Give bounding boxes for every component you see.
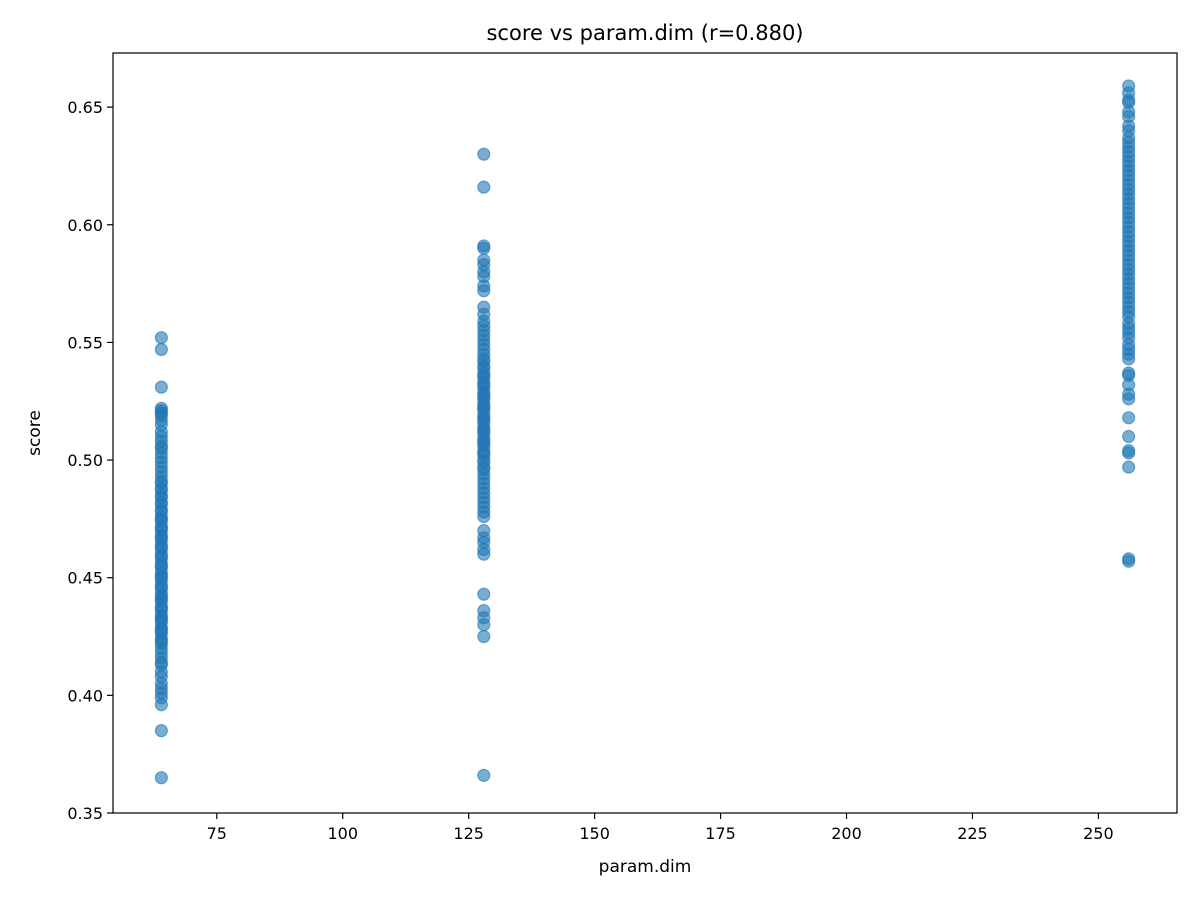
data-point (1122, 554, 1136, 568)
data-point (477, 509, 491, 524)
data-point (477, 284, 491, 298)
x-axis-label: param.dim (599, 857, 692, 877)
data-point (1122, 460, 1136, 474)
x-tick-label: 200 (831, 824, 862, 843)
data-point (154, 724, 168, 738)
x-tick-label: 125 (453, 824, 484, 843)
data-point (477, 547, 491, 561)
data-point (1122, 446, 1136, 460)
data-point (154, 342, 168, 357)
x-axis: 75 100 125 150 175 200 225 250 (207, 813, 1114, 843)
data-point (1122, 429, 1136, 444)
y-tick-label: 0.50 (67, 451, 103, 470)
data-point (477, 587, 491, 601)
chart-title: score vs param.dim (r=0.880) (486, 21, 803, 45)
x-tick-label: 175 (705, 824, 736, 843)
x-tick-label: 75 (207, 824, 227, 843)
x-tick-label: 250 (1083, 824, 1114, 843)
y-tick-label: 0.35 (67, 804, 103, 823)
x-tick-label: 100 (327, 824, 358, 843)
x-tick-label: 225 (957, 824, 988, 843)
y-axis: 0.35 0.40 0.45 0.50 0.55 0.60 0.65 (67, 98, 113, 823)
data-points (154, 79, 1136, 785)
y-tick-label: 0.55 (67, 333, 103, 352)
plot-frame (112, 52, 1178, 814)
data-point (154, 698, 168, 712)
y-tick-label: 0.40 (67, 686, 103, 705)
data-point (477, 618, 491, 632)
data-point (477, 768, 491, 782)
y-tick-label: 0.60 (67, 216, 103, 235)
data-point (1122, 392, 1136, 406)
data-point (477, 147, 491, 161)
data-point (477, 180, 491, 194)
data-point (477, 241, 491, 255)
y-tick-label: 0.65 (67, 98, 103, 117)
data-point (1122, 411, 1136, 425)
y-tick-label: 0.45 (67, 569, 103, 588)
data-point (154, 771, 168, 785)
x-tick-label: 150 (579, 824, 610, 843)
data-point (154, 331, 168, 345)
data-point (477, 629, 491, 644)
data-point (1122, 352, 1136, 366)
y-axis-label: score (25, 410, 45, 456)
data-point (154, 380, 168, 394)
